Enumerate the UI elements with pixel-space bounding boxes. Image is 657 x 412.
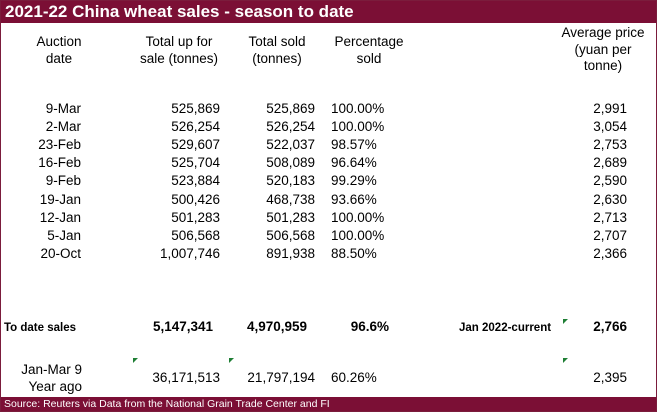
comment-flag (229, 358, 234, 363)
row-total-up: 1,007,746 (159, 245, 220, 261)
row-percentage: 100.00% (331, 209, 385, 225)
row-average-price: 2,707 (593, 227, 627, 243)
row-average-price: 2,366 (593, 245, 627, 261)
row-date: 16-Feb (38, 155, 81, 171)
totals-sold: 4,970,959 (246, 319, 307, 334)
totals-up: 5,147,341 (152, 319, 213, 334)
row-percentage: 100.00% (331, 119, 385, 135)
row-total-sold: 525,869 (266, 101, 315, 116)
row-total-up: 523,884 (171, 173, 220, 189)
row-date: 20-Oct (40, 245, 81, 261)
row-total-up: 500,426 (171, 191, 220, 207)
header-total-up: Total up for sale (tonnes) (139, 34, 219, 66)
row-average-price: 2,991 (593, 101, 627, 116)
header-percentage-sold: Percentage sold (334, 34, 404, 66)
row-average-price: 2,689 (593, 155, 627, 171)
row-total-sold: 891,938 (266, 245, 315, 261)
row-average-price: 3,054 (593, 119, 627, 135)
header-auction-date: Auction date (36, 34, 82, 66)
comment-flag (563, 358, 568, 363)
year-ago-label: Jan-Mar 9 Year ago (21, 362, 82, 394)
comment-flag (133, 358, 138, 363)
row-average-price: 2,630 (593, 191, 627, 207)
row-total-up: 529,607 (171, 137, 220, 153)
row-total-sold: 508,089 (266, 155, 315, 171)
row-average-price: 2,713 (593, 209, 627, 225)
year-ago-pct: 60.26% (331, 370, 377, 385)
row-percentage: 100.00% (331, 227, 385, 243)
table-title: 2021-22 China wheat sales - season to da… (1, 1, 656, 23)
row-date: 9-Feb (45, 173, 81, 189)
row-percentage: 96.64% (331, 155, 377, 171)
row-percentage: 98.57% (331, 137, 377, 153)
row-total-up: 525,869 (171, 101, 220, 116)
row-date: 9-Mar (45, 101, 81, 116)
row-date: 2-Mar (45, 119, 81, 135)
totals-price: 2,766 (593, 319, 627, 334)
row-total-sold: 501,283 (266, 209, 315, 225)
row-percentage: 100.00% (331, 101, 385, 116)
header-average-price: Average price (yuan per tonne) (561, 25, 645, 73)
totals-label: To date sales (4, 322, 77, 334)
row-total-sold: 506,568 (266, 227, 315, 243)
row-total-sold: 526,254 (266, 119, 315, 135)
row-total-sold: 468,738 (266, 191, 315, 207)
header-total-sold: Total sold (tonnes) (248, 34, 306, 66)
source-note: Source: Reuters via Data from the Nation… (1, 397, 656, 411)
year-ago-sold: 21,797,194 (247, 370, 315, 385)
comment-flag (563, 319, 568, 324)
row-total-up: 501,283 (171, 209, 220, 225)
row-date: 23-Feb (38, 137, 81, 153)
row-total-sold: 522,037 (266, 137, 315, 153)
row-percentage: 88.50% (331, 245, 377, 261)
row-date: 12-Jan (39, 209, 81, 225)
year-ago-price: 2,395 (593, 370, 627, 385)
year-ago-up: 36,171,513 (152, 370, 220, 385)
row-total-up: 526,254 (171, 119, 220, 135)
row-percentage: 93.66% (331, 191, 377, 207)
row-total-sold: 520,183 (266, 173, 315, 189)
row-average-price: 2,753 (593, 137, 627, 153)
row-date: 19-Jan (39, 191, 81, 207)
row-date: 5-Jan (47, 227, 81, 243)
row-percentage: 99.29% (331, 173, 377, 189)
totals-price-label: Jan 2022-current (459, 322, 552, 334)
row-total-up: 506,568 (171, 227, 220, 243)
row-average-price: 2,590 (593, 173, 627, 189)
row-total-up: 525,704 (171, 155, 220, 171)
totals-pct: 96.6% (350, 319, 389, 334)
